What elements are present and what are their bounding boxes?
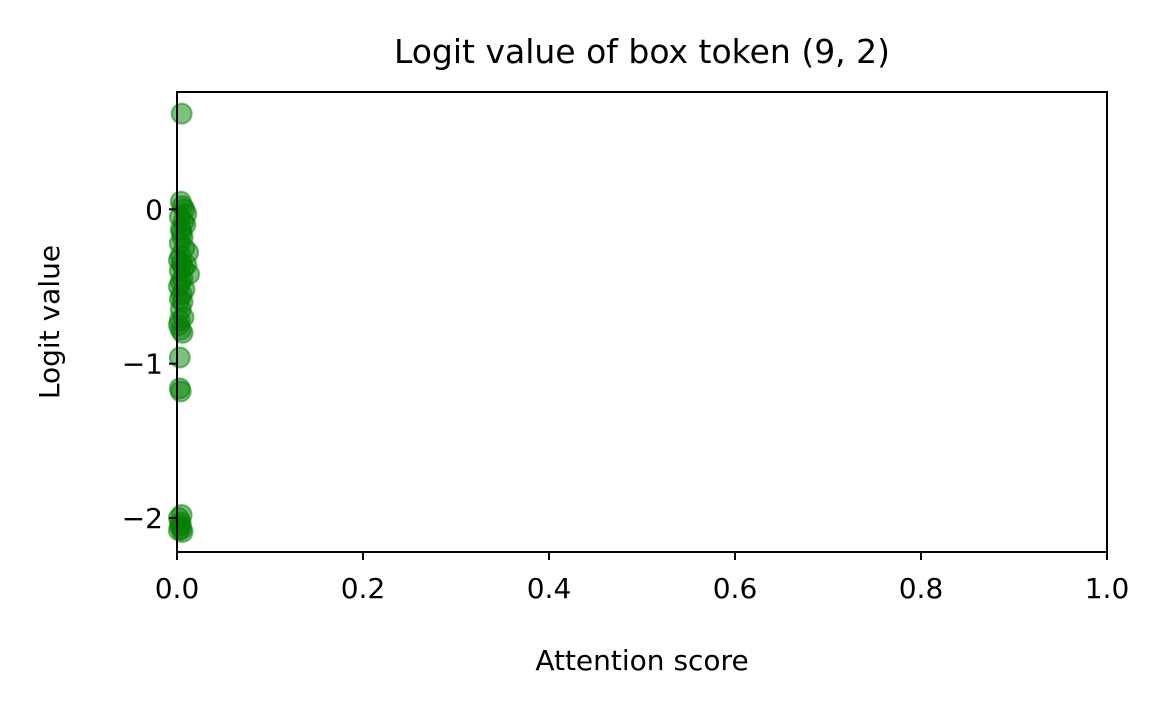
plot-area-frame (176, 91, 1108, 553)
y-axis-ticks: −2 −1 0 (122, 193, 177, 535)
data-point (171, 321, 194, 344)
x-tick-label: 0.6 (713, 572, 758, 605)
chart-title: Logit value of box token (9, 2) (394, 32, 890, 71)
y-tick-label: −1 (122, 348, 163, 381)
x-axis-ticks: 0.0 0.2 0.4 0.6 0.8 1.0 (155, 552, 1130, 605)
data-point (169, 380, 192, 403)
x-tick-label: 0.4 (527, 572, 572, 605)
x-tick-label: 1.0 (1085, 572, 1130, 605)
y-tick-label: 0 (145, 193, 163, 226)
x-tick-label: 0.8 (899, 572, 944, 605)
data-point (171, 520, 194, 543)
data-point (168, 346, 191, 369)
x-axis-label: Attention score (535, 644, 748, 677)
x-tick-label: 0.0 (155, 572, 200, 605)
y-axis-label: Logit value (33, 245, 66, 399)
y-tick-label: −2 (122, 502, 163, 535)
x-tick-label: 0.2 (341, 572, 386, 605)
data-point (170, 102, 193, 125)
data-points (167, 102, 201, 543)
